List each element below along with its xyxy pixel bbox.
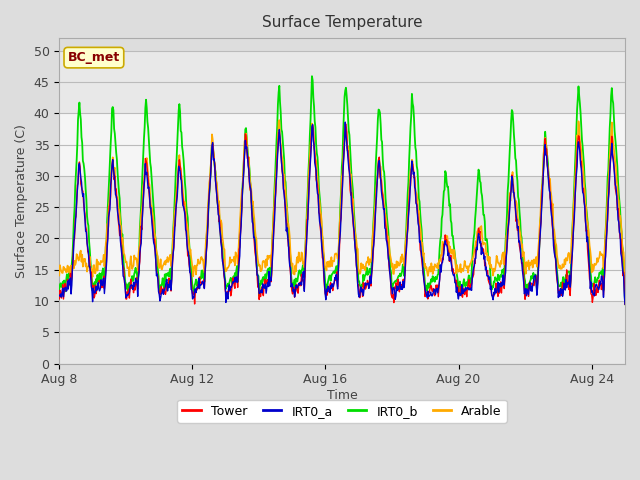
IRT0_b (170, 217, 178, 223)
Line: Arable: Arable (60, 120, 625, 304)
Bar (60, 38, 625, 50)
IRT0_b (132, 265, 140, 271)
Bar (60, 113, 625, 176)
Legend: Tower, IRT0_a, IRT0_b, Arable: Tower, IRT0_a, IRT0_b, Arable (177, 400, 507, 422)
IRT0_a (397, 287, 404, 292)
Arable (275, 117, 283, 123)
Bar (60, 239, 625, 301)
Text: BC_met: BC_met (68, 51, 120, 64)
IRT0_a (621, 301, 629, 307)
IRT0_a (488, 294, 496, 300)
Arable (170, 223, 178, 229)
Tower (56, 296, 63, 302)
Tower (488, 292, 496, 298)
Arable (120, 251, 127, 256)
IRT0_b (488, 284, 496, 289)
Tower (170, 245, 178, 251)
Arable (56, 273, 63, 278)
IRT0_a (349, 214, 356, 220)
Arable (621, 301, 629, 307)
Tower (397, 285, 404, 290)
Tower (349, 218, 356, 224)
Bar (60, 50, 625, 113)
Line: IRT0_a: IRT0_a (60, 122, 625, 304)
IRT0_b (120, 264, 127, 269)
Y-axis label: Surface Temperature (C): Surface Temperature (C) (15, 124, 28, 278)
Arable (132, 255, 140, 261)
Arable (397, 254, 404, 260)
Tower (621, 301, 629, 307)
Title: Surface Temperature: Surface Temperature (262, 15, 422, 30)
Arable (488, 266, 496, 272)
Arable (349, 196, 356, 202)
IRT0_b (349, 188, 356, 193)
IRT0_a (132, 276, 140, 281)
Tower (120, 267, 127, 273)
Bar (60, 176, 625, 239)
IRT0_b (621, 301, 629, 307)
IRT0_a (56, 292, 63, 298)
IRT0_a (120, 274, 127, 280)
IRT0_b (56, 287, 63, 292)
Tower (132, 282, 140, 288)
IRT0_a (341, 119, 349, 125)
X-axis label: Time: Time (327, 389, 358, 402)
IRT0_b (308, 73, 316, 79)
Line: IRT0_b: IRT0_b (60, 76, 625, 304)
IRT0_a (170, 244, 178, 250)
Bar (60, 301, 625, 364)
Line: Tower: Tower (60, 124, 625, 304)
Tower (342, 121, 350, 127)
IRT0_b (397, 273, 404, 279)
